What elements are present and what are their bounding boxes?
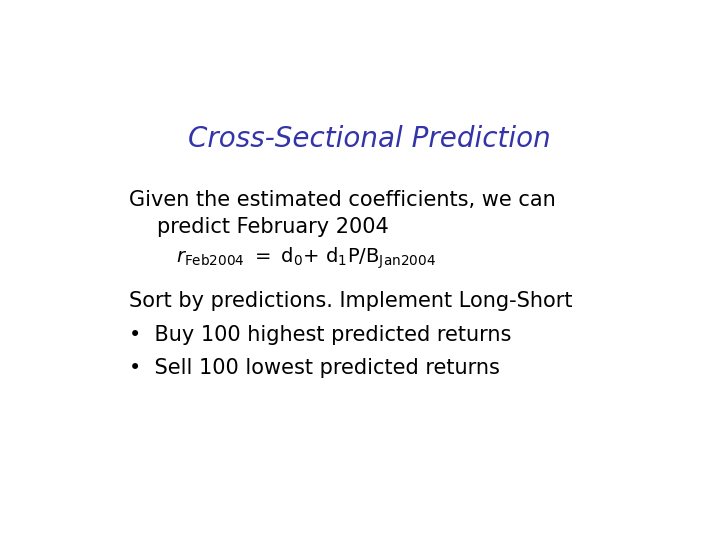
Text: $r_{\mathsf{Feb2004}}\ =\ \mathsf{d}_0\mathsf{+\ d}_1\mathsf{P/B}_{\mathsf{Jan20: $r_{\mathsf{Feb2004}}\ =\ \mathsf{d}_0\m… [176, 246, 436, 271]
Text: •  Buy 100 highest predicted returns: • Buy 100 highest predicted returns [129, 325, 511, 345]
Text: Given the estimated coefficients, we can: Given the estimated coefficients, we can [129, 190, 556, 210]
Text: •  Sell 100 lowest predicted returns: • Sell 100 lowest predicted returns [129, 358, 500, 378]
Text: Sort by predictions. Implement Long-Short: Sort by predictions. Implement Long-Shor… [129, 292, 572, 312]
Text: Cross-Sectional Prediction: Cross-Sectional Prediction [188, 125, 550, 153]
Text: predict February 2004: predict February 2004 [157, 217, 389, 237]
